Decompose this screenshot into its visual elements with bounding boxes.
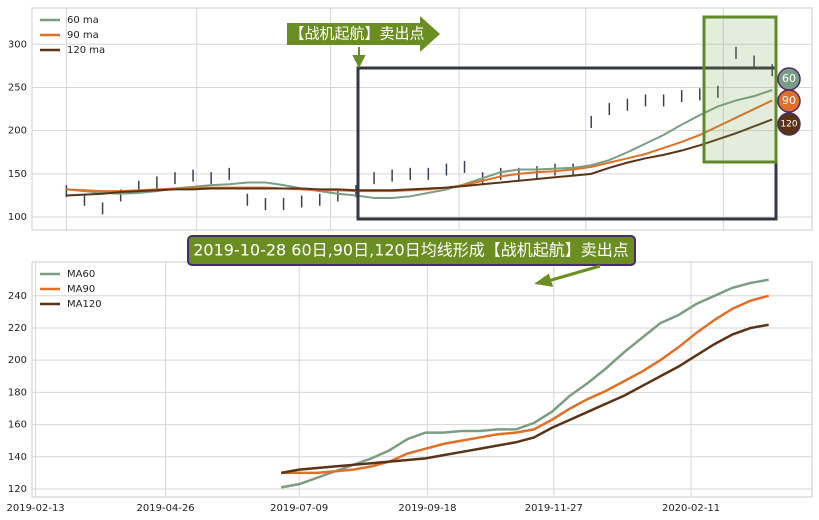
legend-label: 90 ma <box>67 30 99 41</box>
banner <box>187 235 636 266</box>
y-tick-label: 100 <box>8 212 27 223</box>
x-tick-label: 2019-04-26 <box>137 503 195 514</box>
y-tick-label: 160 <box>8 420 27 431</box>
y-tick-label: 240 <box>8 291 27 302</box>
y-tick-label: 180 <box>8 387 27 398</box>
end-label: 60 <box>782 72 796 85</box>
x-tick-label: 2019-11-27 <box>525 503 583 514</box>
x-tick-label: 2019-07-09 <box>270 503 328 514</box>
y-tick-label: 250 <box>8 82 27 93</box>
ma-line <box>280 278 769 489</box>
x-tick-label: 2019-02-13 <box>7 503 65 514</box>
end-label: 90 <box>782 94 796 107</box>
arrow <box>352 47 366 69</box>
y-tick-label: 200 <box>8 355 27 366</box>
highlight-box <box>702 15 778 164</box>
y-tick-label: 140 <box>8 452 27 463</box>
ma-line <box>280 323 769 475</box>
ma-line <box>281 294 769 475</box>
y-tick-label: 120 <box>8 484 27 495</box>
y-tick-label: 300 <box>8 39 27 50</box>
arrow <box>534 264 601 287</box>
legend-label: 120 ma <box>67 45 105 56</box>
y-tick-label: 220 <box>8 323 27 334</box>
annotation: 【战机起航】卖出点 <box>289 25 424 43</box>
legend-label: MA120 <box>67 299 102 310</box>
end-badge <box>777 89 801 113</box>
arrow-banner <box>287 16 440 52</box>
annotation: 2019-10-28 60日,90日,120日均线形成【战机起航】卖出点 <box>193 241 629 260</box>
y-tick-label: 150 <box>8 169 27 180</box>
ma-line <box>66 118 773 197</box>
y-tick-label: 200 <box>8 126 27 137</box>
end-badge <box>777 112 801 136</box>
x-tick-label: 2019-09-18 <box>398 503 456 514</box>
legend-label: 60 ma <box>67 15 99 26</box>
plot-frame <box>31 261 813 498</box>
end-label: 120 <box>780 120 797 130</box>
legend-label: MA60 <box>67 269 95 280</box>
x-tick-label: 2020-02-11 <box>662 503 720 514</box>
legend-label: MA90 <box>67 284 95 295</box>
